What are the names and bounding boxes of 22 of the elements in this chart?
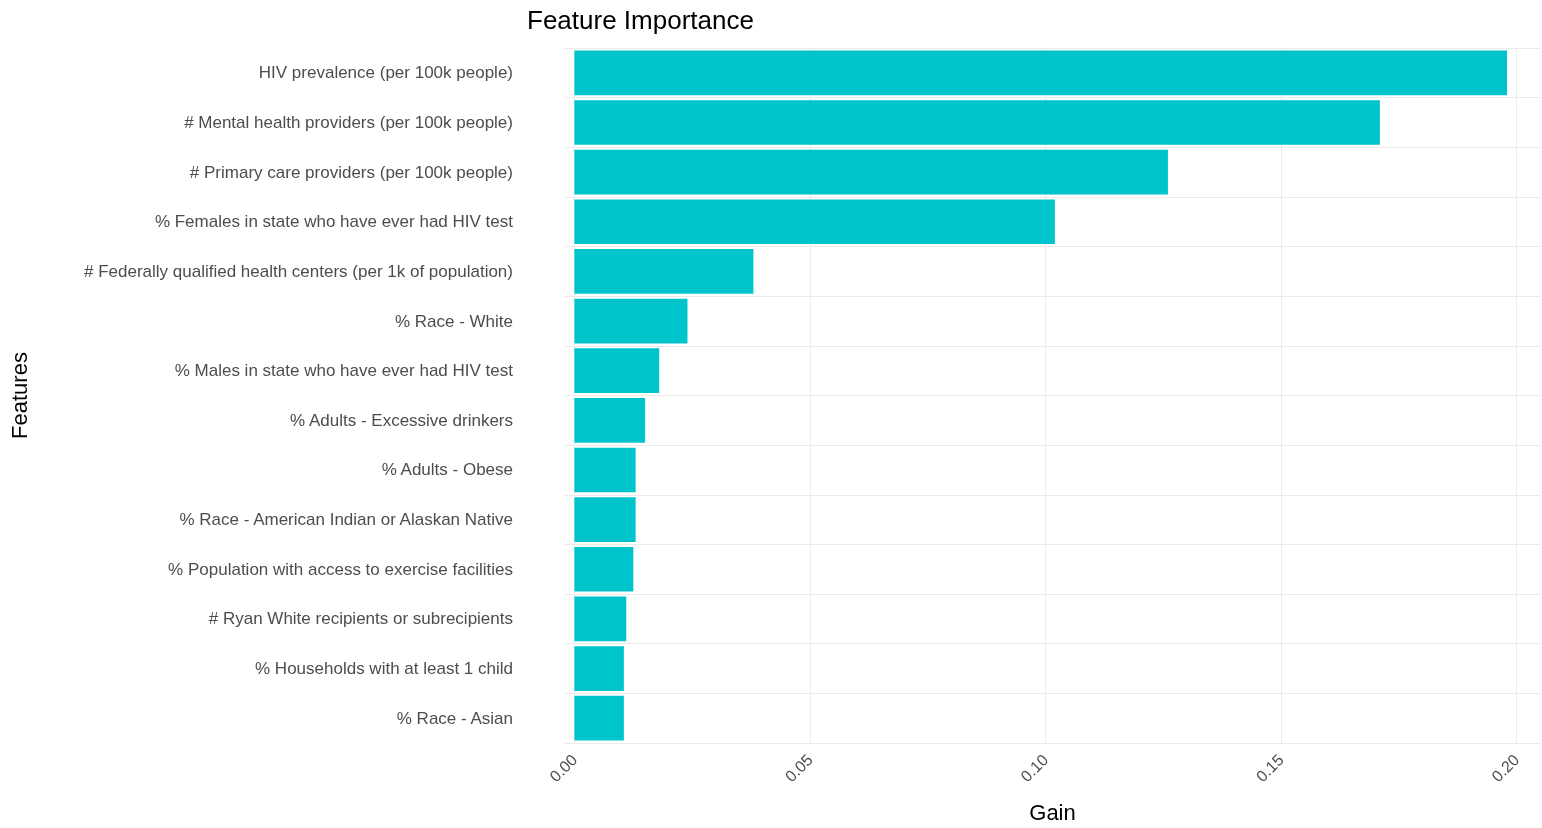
y-tick-label: % Race - Asian [396,708,513,728]
x-tick-label: 0.20 [1488,750,1523,786]
y-tick-label: % Adults - Excessive drinkers [290,410,513,430]
y-tick-label: # Primary care providers (per 100k people) [189,162,513,182]
y-tick-label: % Population with access to exercise facilities [168,559,513,579]
y-tick-label: % Males in state who have ever had HIV test [174,361,514,381]
y-tick-label: % Adults - Obese [381,460,513,480]
y-tick-label: % Females in state who have ever had HIV test [154,212,514,232]
y-tick-label: % Race - American Indian or Alaskan Native [179,510,513,530]
x-tick-label: 0.15 [1252,750,1288,786]
y-axis-title: Features [6,352,32,439]
y-tick-label: # Mental health providers (per 100k people) [184,112,513,132]
y-tick-label: % Households with at least 1 child [255,659,513,679]
y-tick-label: # Federally qualified health centers (per 1k of population) [83,261,513,281]
y-tick-label: # Ryan White recipients or subrecipients [208,609,513,629]
chart-title: Feature Importance [527,5,754,35]
y-tick-label: % Race - White [394,311,513,331]
x-axis-title: Gain [1029,799,1076,825]
x-tick-label: 0.10 [1017,750,1052,786]
x-tick-label: 0.05 [781,750,817,786]
x-tick-label: 0.00 [546,750,581,786]
y-tick-label: HIV prevalence (per 100k people) [258,63,513,83]
